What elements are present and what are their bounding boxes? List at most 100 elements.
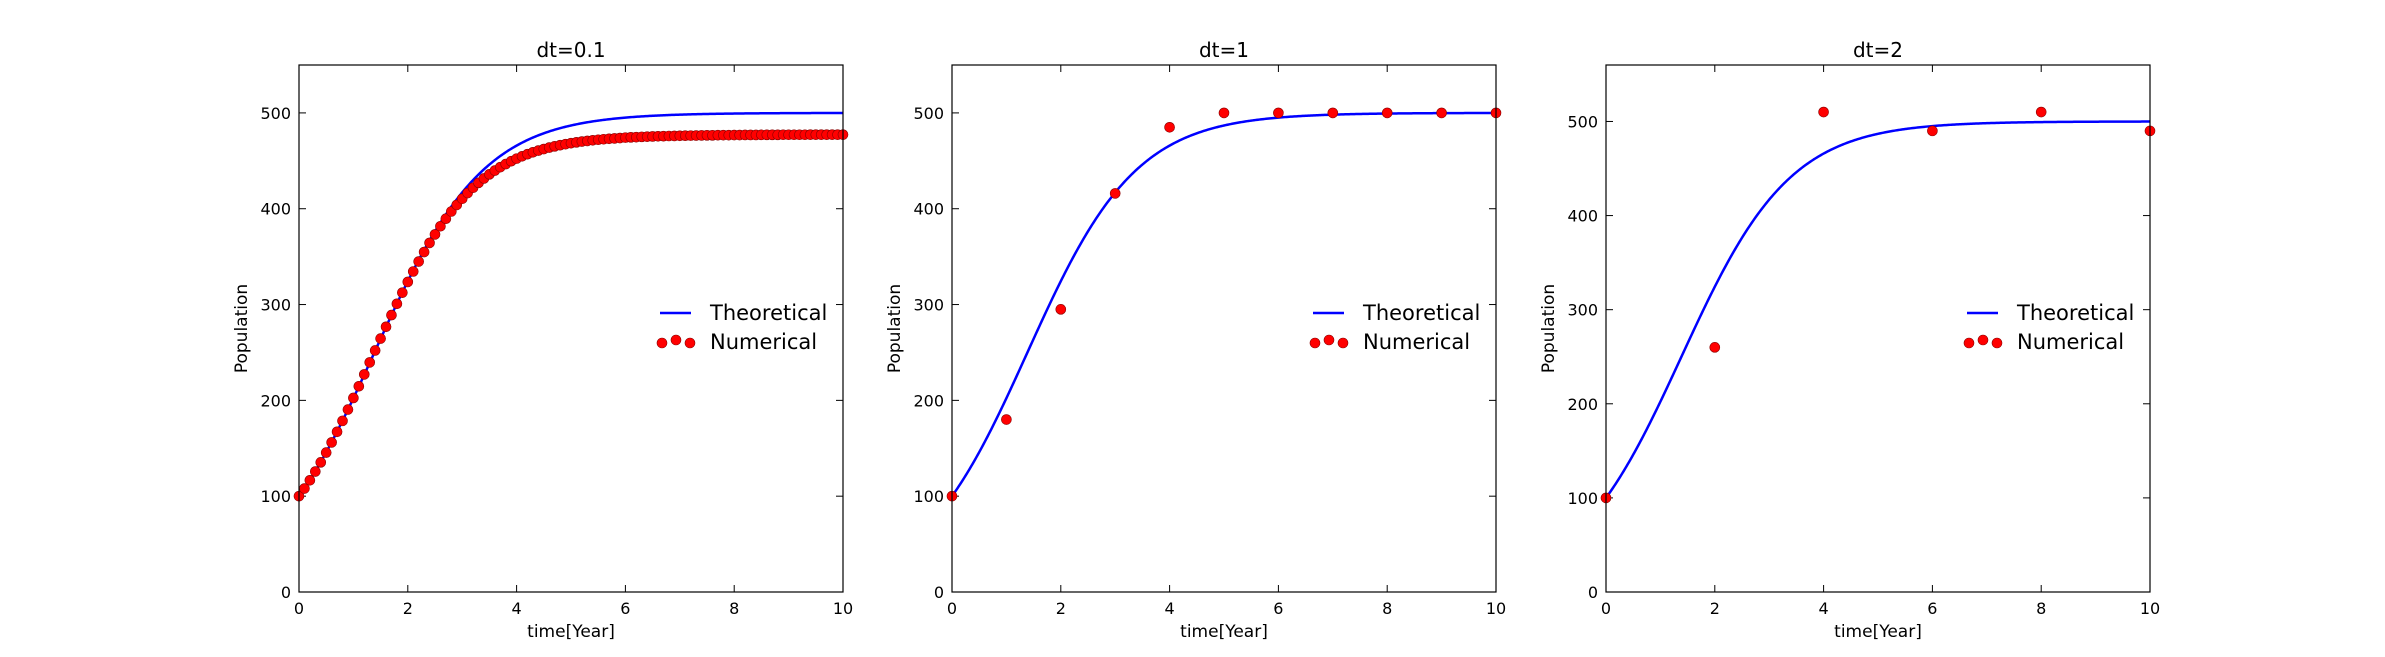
x-tick-label: 6 [1927,599,1937,618]
x-tick-label: 8 [1382,599,1392,618]
data-point [418,246,430,258]
x-axis-label: time[Year] [527,622,615,642]
x-tick-label: 10 [833,599,853,618]
data-point [375,333,386,344]
x-tick-label: 2 [1056,599,1066,618]
y-tick-label: 100 [913,487,944,506]
chart-title: dt=1 [1199,38,1249,62]
legend-dot-marker [1991,337,2003,349]
data-point [391,298,403,310]
y-tick-label: 500 [913,104,944,123]
legend-dot-marker [1337,337,1349,349]
y-tick-label: 200 [1567,395,1598,414]
y-tick-label: 100 [260,487,291,506]
legend-dot-marker [1323,334,1335,346]
x-tick-label: 10 [1486,599,1506,618]
data-point [397,287,408,298]
y-tick-label: 0 [281,583,291,602]
legend-dot-marker [656,337,668,349]
data-point [364,357,376,368]
x-tick-label: 2 [403,599,413,618]
x-tick-label: 0 [947,599,957,618]
data-point [348,392,359,404]
x-tick-label: 6 [620,599,630,618]
x-tick-label: 0 [294,599,304,618]
legend-dot-marker [1977,334,1989,346]
y-tick-label: 200 [913,391,944,410]
chart-title: dt=2 [1853,38,1903,62]
x-tick-label: 4 [1165,599,1175,618]
data-point [358,369,370,380]
data-point [1436,107,1447,119]
data-point [402,276,414,288]
y-axis-label: Population [1539,284,1559,373]
data-point [353,380,365,392]
data-point [331,426,343,438]
y-tick-label: 200 [260,391,291,410]
data-point [1055,304,1067,315]
legend-label-theoretical: Theoretical [2016,301,2134,325]
x-tick-label: 4 [512,599,522,618]
y-tick-label: 300 [913,296,944,315]
data-point [386,309,397,321]
y-tick-label: 400 [1567,207,1598,226]
data-point [320,447,332,458]
data-point [1273,107,1284,119]
data-point [369,345,381,356]
y-tick-label: 100 [1567,489,1598,508]
x-axis-label: time[Year] [1180,622,1268,642]
data-point [429,229,441,240]
data-point [1218,107,1230,119]
series-line-theoretical [952,111,1496,497]
axes-frame [951,64,1497,593]
data-point [1327,107,1339,119]
x-tick-label: 10 [2140,599,2160,618]
data-point [424,237,435,249]
legend-dot-marker [684,337,696,349]
legend-label-numerical: Numerical [2017,330,2124,354]
y-tick-label: 500 [260,104,291,123]
x-tick-label: 8 [2036,599,2046,618]
data-point [1001,414,1012,425]
data-point [1818,106,1829,118]
data-point [310,466,321,477]
data-point [1709,342,1721,353]
y-tick-label: 500 [1567,112,1598,131]
legend: Theoretical Numerical [1309,301,1480,354]
x-tick-label: 6 [1273,599,1283,618]
data-point [326,437,337,448]
series-numerical [293,129,849,502]
y-axis-label: Population [232,284,252,373]
data-point [1381,107,1393,119]
legend-dot-marker [1309,337,1321,349]
data-point [337,415,348,427]
legend-label-numerical: Numerical [710,330,817,354]
data-point [2035,106,2047,118]
legend-dot-marker [670,334,682,346]
y-tick-label: 400 [913,200,944,219]
y-tick-label: 300 [260,296,291,315]
legend-label-theoretical: Theoretical [1362,301,1480,325]
y-axis-label: Population [885,284,905,373]
data-point [407,266,419,277]
chart-panel-2: 0 2 4 6 8 100100200300400500dt=1time[Year]Pop… [885,38,1506,642]
legend-label-theoretical: Theoretical [709,301,827,325]
data-point [1927,125,1938,137]
data-point [1109,188,1121,199]
legend: Theoretical Numerical [1963,301,2134,354]
legend: Theoretical Numerical [656,301,827,354]
series-numerical [946,107,1502,502]
legend-label-numerical: Numerical [1363,330,1470,354]
y-tick-label: 400 [260,200,291,219]
axes-frame [1605,64,2151,593]
data-point [380,321,392,333]
x-tick-label: 0 [1601,599,1611,618]
x-tick-label: 8 [729,599,739,618]
chart-panel-1: 0 2 4 6 8 100100200300400500dt=0.1time[Year]P… [232,38,853,642]
axes-frame [298,64,844,593]
x-axis-label: time[Year] [1834,622,1922,642]
legend-dot-marker [1963,337,1975,349]
y-tick-label: 300 [1567,301,1598,320]
data-point [1164,121,1175,133]
